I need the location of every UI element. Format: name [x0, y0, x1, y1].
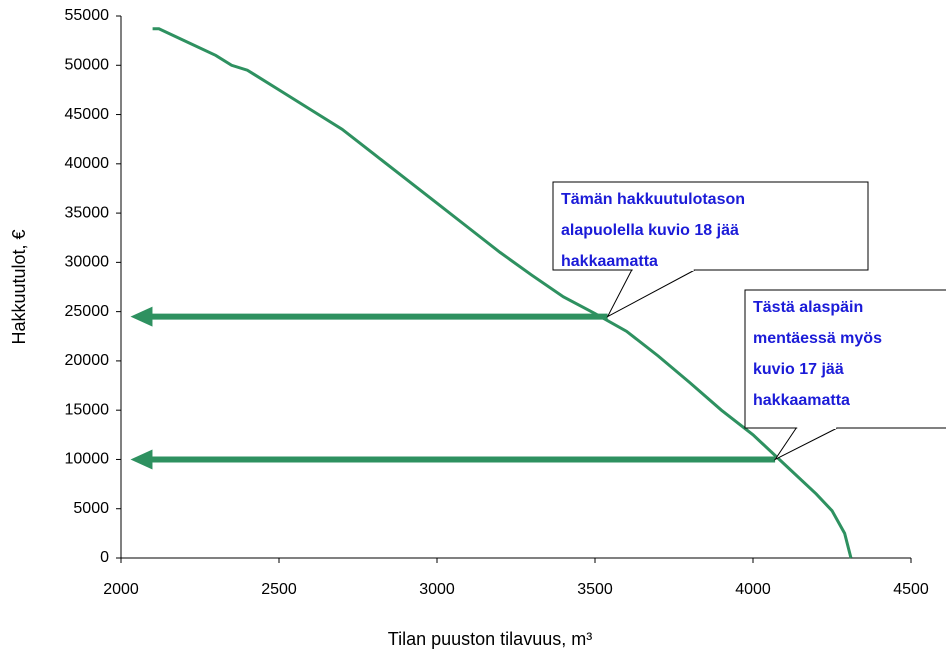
x-tick-label: 3000 [419, 581, 455, 598]
y-tick-label: 25000 [65, 303, 110, 320]
y-tick-label: 40000 [65, 155, 110, 172]
annotation-text: alapuolella kuvio 18 jää [561, 222, 739, 239]
annotation-text: kuvio 17 jää [753, 361, 844, 378]
callout-pointer [606, 269, 695, 318]
callout-box [744, 289, 946, 429]
annotation-text: Tämän hakkuutulotason [561, 191, 745, 208]
annotation-text: hakkaamatta [753, 392, 850, 409]
y-tick-label: 10000 [65, 451, 110, 468]
y-tick-label: 50000 [65, 56, 110, 73]
y-tick-label: 45000 [65, 106, 110, 123]
y-tick-label: 20000 [65, 352, 110, 369]
y-tick-label: 0 [100, 549, 109, 566]
arrow-head [130, 449, 153, 470]
y-tick-label: 55000 [65, 7, 110, 24]
callout-pointer [773, 427, 838, 461]
y-tick-label: 15000 [65, 401, 110, 418]
y-axis-label: Hakkuutulot, € [9, 229, 29, 344]
x-tick-label: 2000 [103, 581, 139, 598]
callout-box [552, 181, 869, 271]
y-tick-label: 5000 [73, 500, 109, 517]
x-tick-label: 2500 [261, 581, 297, 598]
annotation-text: hakkaamatta [561, 253, 658, 270]
y-tick-label: 35000 [65, 204, 110, 221]
x-tick-label: 4500 [893, 581, 929, 598]
x-tick-label: 4000 [735, 581, 771, 598]
x-tick-label: 3500 [577, 581, 613, 598]
x-axis-label: Tilan puuston tilavuus, m³ [388, 629, 592, 649]
annotation-text: Tästä alaspäin [753, 299, 863, 316]
line [152, 27, 853, 559]
y-tick-label: 30000 [65, 254, 110, 271]
arrow-head [130, 306, 153, 327]
annotation-text: mentäessä myös [753, 330, 882, 347]
